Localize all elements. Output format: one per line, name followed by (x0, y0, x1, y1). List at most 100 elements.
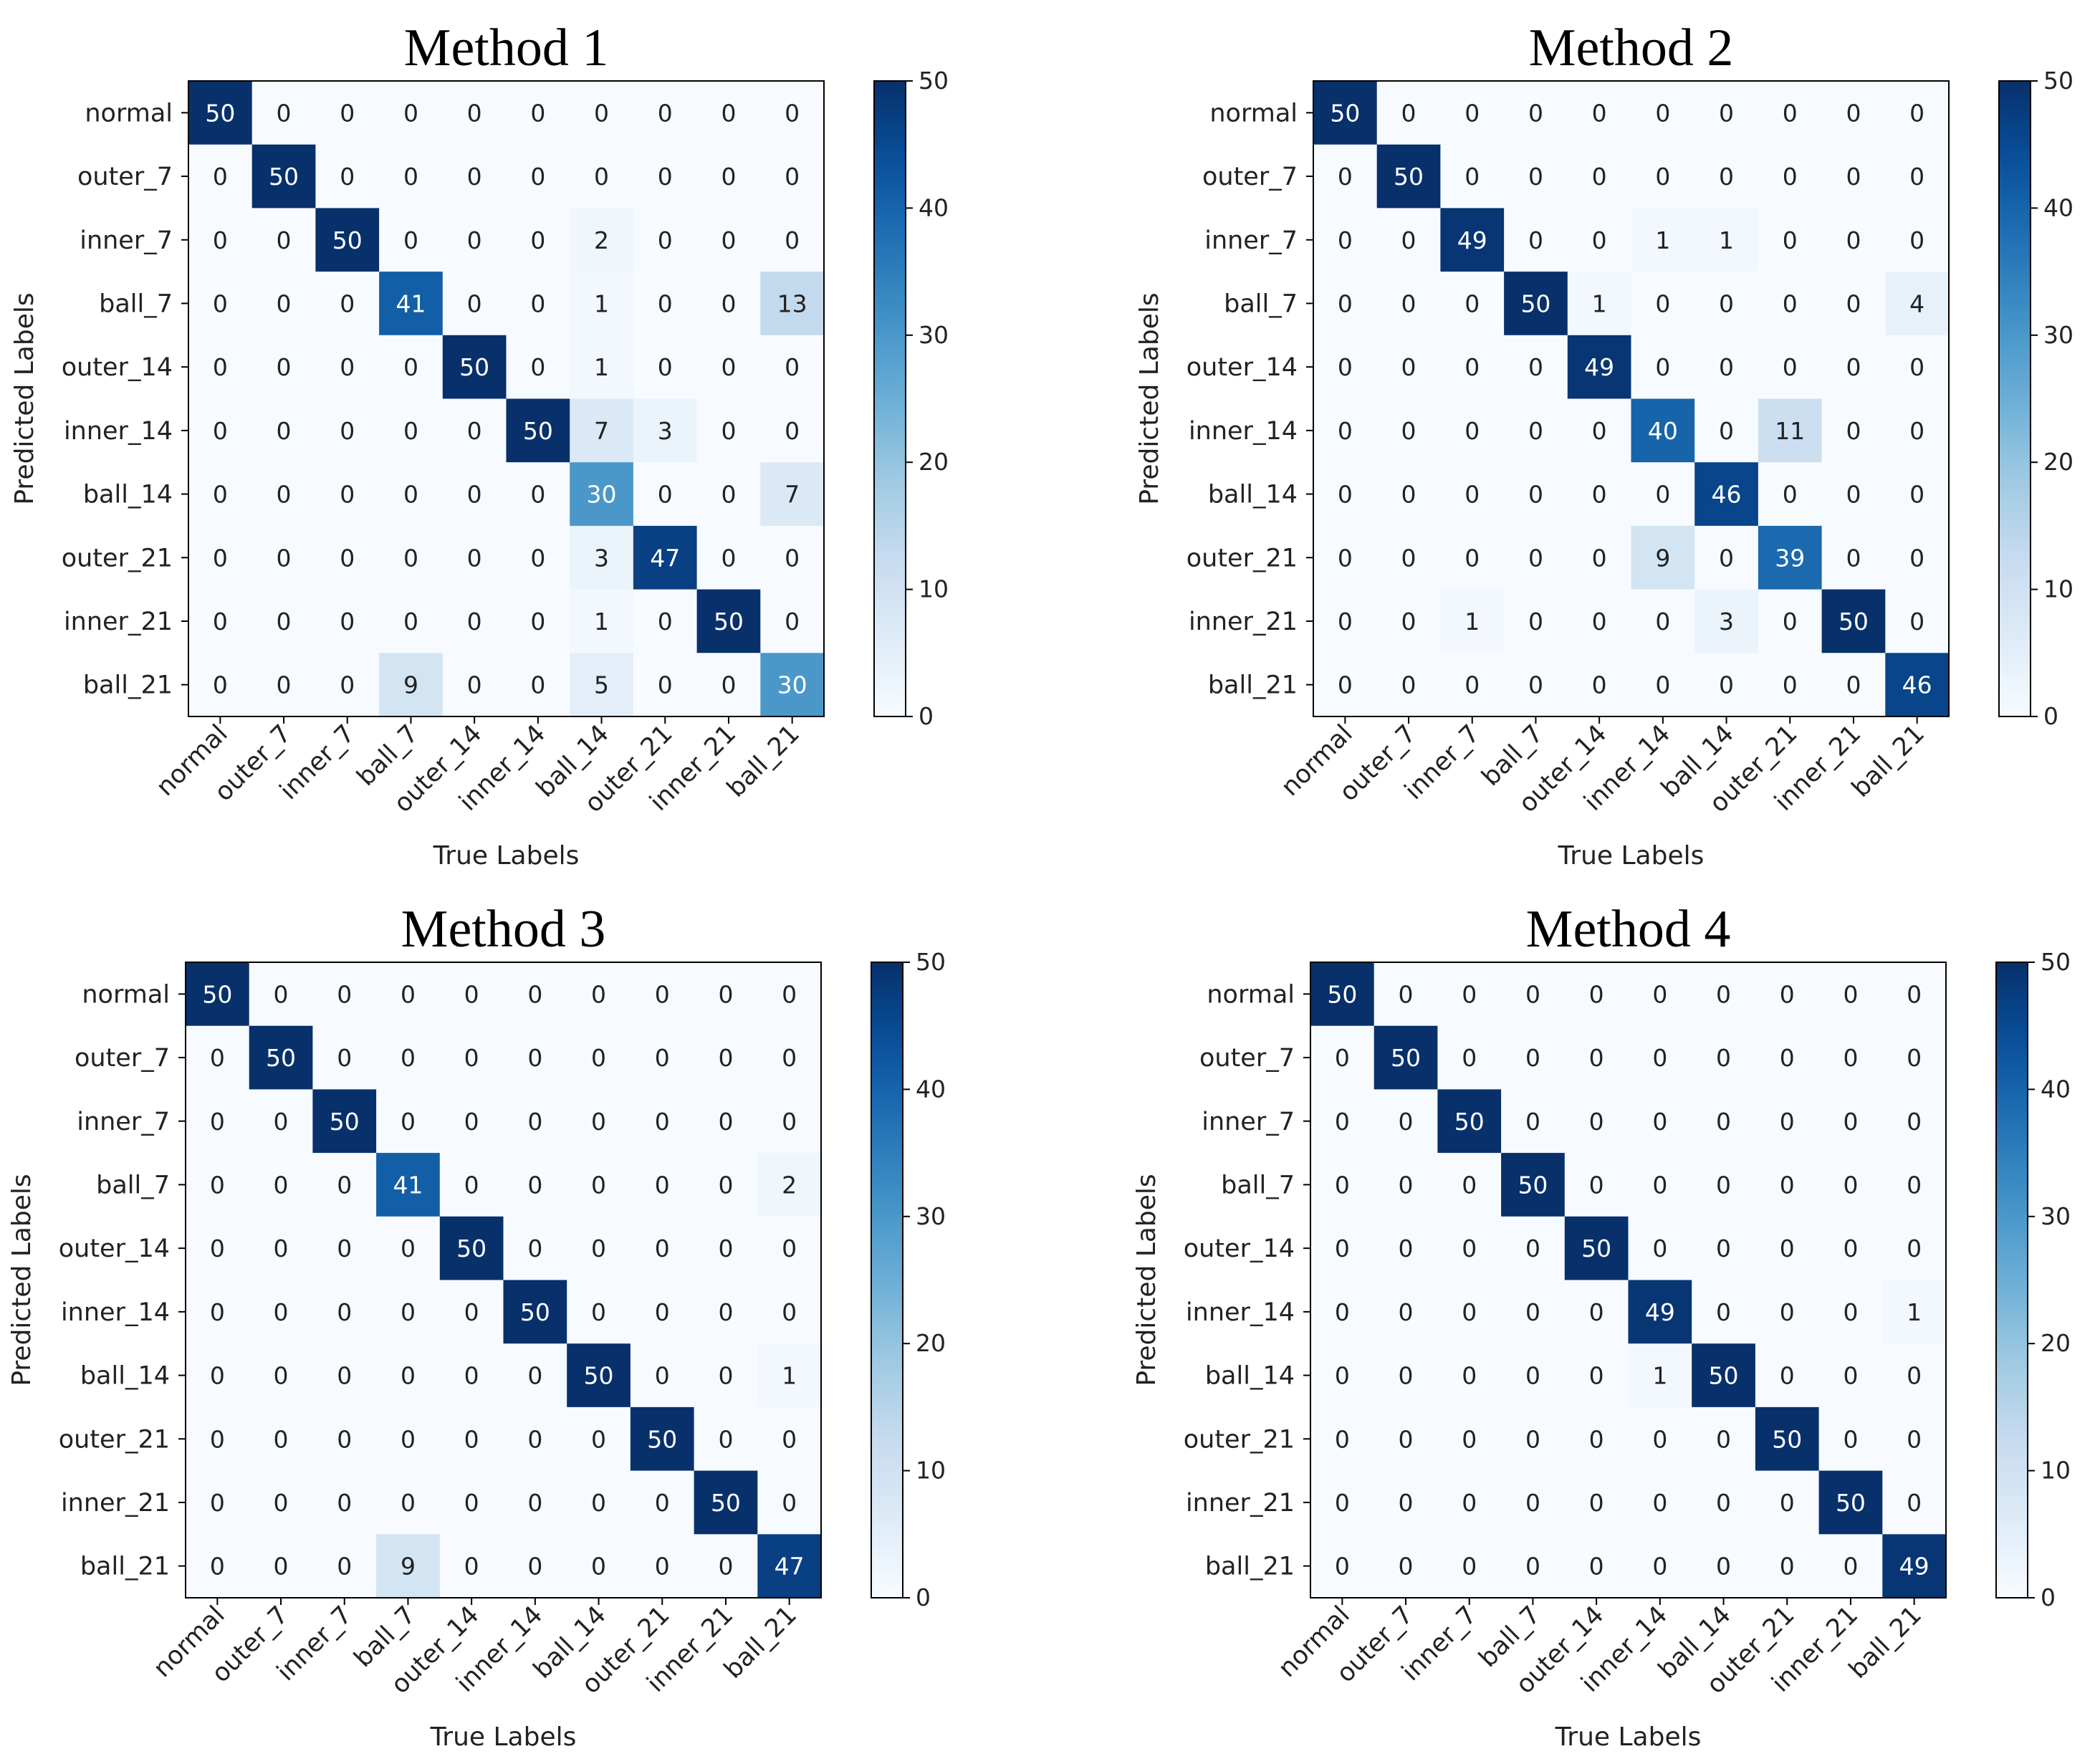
cell-value-label: 0 (1462, 1235, 1477, 1262)
y-tick-label: inner_7 (80, 226, 173, 255)
matrix-cell (760, 398, 825, 463)
matrix-cell (1694, 208, 1759, 272)
matrix-cell (1504, 208, 1568, 272)
matrix-cell (1437, 1216, 1502, 1281)
matrix-cell (442, 653, 507, 717)
matrix-cell (312, 1153, 377, 1217)
matrix-cell (1310, 1470, 1375, 1535)
y-tick-label: normal (1209, 99, 1298, 128)
cell-value-label: 0 (403, 163, 418, 191)
cell-value-label: 0 (782, 1425, 797, 1453)
cell-value-label: 0 (213, 226, 228, 254)
cell-value-label: 0 (1399, 1298, 1414, 1326)
matrix-cell (1821, 589, 1886, 653)
matrix-cell (442, 525, 507, 590)
cell-value-label: 0 (782, 1489, 797, 1517)
cell-value-label: 0 (1464, 353, 1480, 381)
cell-value-label: 0 (1335, 1489, 1350, 1517)
matrix-cell (1692, 1089, 1756, 1154)
cell-value-label: 0 (655, 1298, 670, 1326)
matrix-cell (1440, 462, 1505, 527)
matrix-cell (442, 335, 507, 400)
matrix-cell (1313, 144, 1378, 208)
y-axis-label: Predicted Labels (7, 1174, 37, 1386)
cell-value-label: 0 (277, 671, 292, 699)
matrix-cell (1758, 525, 1823, 590)
matrix-cell (249, 1216, 313, 1281)
matrix-cell (312, 1089, 377, 1154)
matrix-cell (1567, 398, 1632, 463)
cell-value-label: 0 (1780, 1108, 1795, 1136)
matrix-cell (506, 398, 570, 463)
cell-value-label: 0 (718, 1425, 733, 1453)
cell-value-label: 1 (1719, 226, 1734, 254)
matrix-cell (1882, 1470, 1947, 1535)
matrix-cell (1694, 525, 1759, 590)
y-tick-label: inner_7 (1202, 1108, 1295, 1136)
cell-value-label: 0 (1592, 544, 1607, 572)
cell-value-label: 0 (1719, 417, 1734, 445)
cell-value-label: 39 (1775, 544, 1805, 572)
cell-value-label: 0 (467, 481, 482, 509)
matrix-cell (630, 1280, 695, 1344)
cell-value-label: 0 (530, 99, 545, 127)
colorbar-tick-label: 0 (2041, 1583, 2056, 1611)
cell-value-label: 0 (1846, 289, 1861, 317)
cell-value-label: 0 (1846, 163, 1861, 191)
matrix-cell (1376, 208, 1441, 272)
cell-value-label: 0 (401, 1108, 416, 1136)
matrix-cell (376, 1153, 441, 1217)
matrix-cell (312, 1216, 377, 1281)
matrix-cell (249, 1153, 313, 1217)
cell-value-label: 0 (337, 1489, 352, 1517)
matrix-cell (1501, 1406, 1566, 1472)
cell-value-label: 0 (591, 1425, 606, 1453)
matrix-cell (1440, 272, 1505, 336)
matrix-cell (188, 589, 253, 653)
cell-value-label: 0 (1462, 980, 1477, 1008)
matrix-cell (1758, 398, 1823, 463)
y-tick-label: inner_21 (1186, 1489, 1295, 1518)
cell-value-label: 0 (1907, 1425, 1922, 1453)
cell-value-label: 0 (1843, 1235, 1858, 1262)
matrix-cell (439, 962, 504, 1027)
matrix-cell (696, 398, 761, 463)
matrix-cell (1310, 962, 1375, 1027)
cell-value-label: 50 (266, 1044, 296, 1072)
matrix-cell (249, 1470, 313, 1535)
cell-value-label: 0 (591, 1044, 606, 1072)
matrix-cell (1564, 1343, 1629, 1408)
matrix-cell (1310, 1534, 1375, 1598)
cell-value-label: 0 (1592, 163, 1607, 191)
confusion-matrix-panel-2: Method 250 0 0 0 0 0 0 0 0 00 50 0 0 0 0 0 0 0 00 0 49 0 0 1 1 0 0… (1135, 19, 2074, 871)
cell-value-label: 0 (1655, 99, 1670, 127)
colorbar (871, 962, 903, 1598)
cell-value-label: 0 (1338, 671, 1353, 699)
matrix-cell (1564, 1406, 1629, 1472)
cell-value-label: 0 (530, 544, 545, 572)
matrix-cell (442, 272, 507, 336)
cell-value-label: 0 (401, 1425, 416, 1453)
matrix-cell (315, 653, 380, 717)
matrix-cell (694, 1153, 758, 1217)
matrix-cell (1628, 1406, 1692, 1472)
colorbar-tick-label: 10 (2043, 575, 2074, 603)
matrix-cell (630, 1406, 695, 1472)
cell-value-label: 0 (403, 481, 418, 509)
matrix-cell (1564, 962, 1629, 1027)
cell-value-label: 0 (591, 1108, 606, 1136)
cell-value-label: 0 (591, 1235, 606, 1262)
cell-value-label: 0 (1525, 1108, 1540, 1136)
matrix-cell (1818, 962, 1883, 1027)
cell-value-label: 50 (523, 417, 553, 445)
matrix-cell (757, 1470, 822, 1535)
cell-value-label: 0 (1335, 1044, 1350, 1072)
matrix-cell (1564, 1470, 1629, 1535)
matrix-cell (249, 1406, 313, 1472)
y-tick-label: outer_21 (59, 1425, 170, 1454)
confusion-matrix-panel-3: Method 3 50 0 0 0 0 0 0 0 0 0 0 50 0 0 0 0 0 0 0 0 0 0 50 0 0 0 0 0 0… (7, 900, 946, 1752)
matrix-cell (570, 398, 634, 463)
matrix-cell (1628, 1089, 1692, 1154)
matrix-cell (633, 208, 698, 272)
cell-value-label: 0 (1525, 1425, 1540, 1453)
